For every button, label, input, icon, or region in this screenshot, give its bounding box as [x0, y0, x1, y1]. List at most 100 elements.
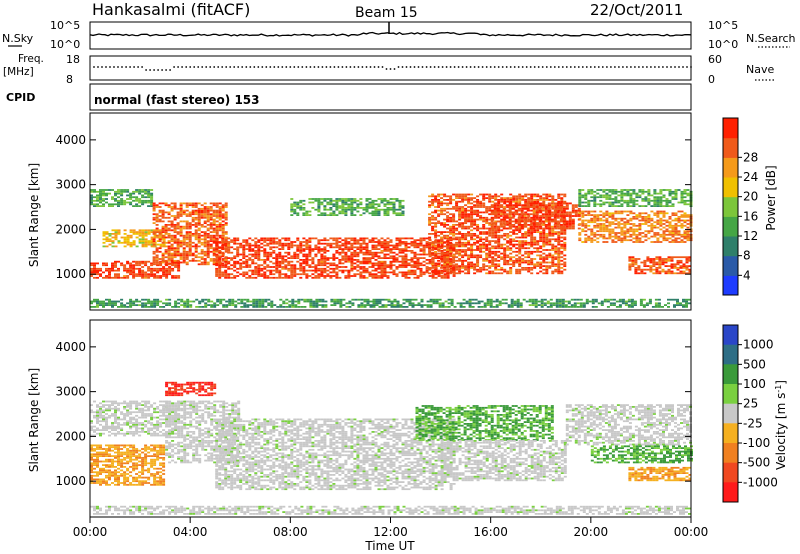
- heatmap-cell: [565, 227, 569, 230]
- heatmap-cell: [545, 243, 549, 246]
- heatmap-cell: [602, 226, 606, 229]
- freq-dot: [433, 66, 436, 68]
- heatmap-cell: [365, 276, 369, 279]
- heatmap-cell: [164, 259, 168, 262]
- heatmap-cell: [440, 269, 444, 272]
- heatmap-cell: [141, 273, 145, 276]
- heatmap-cell: [278, 257, 282, 259]
- heatmap-cell: [488, 195, 492, 198]
- heatmap-cell: [449, 272, 453, 275]
- heatmap-cell: [584, 233, 588, 236]
- heatmap-cell: [491, 233, 495, 235]
- heatmap-cell: [347, 257, 351, 259]
- heatmap-cell: [266, 242, 270, 245]
- heatmap-cell: [554, 247, 558, 250]
- heatmap-cell: [626, 214, 630, 216]
- heatmap-cell: [620, 210, 624, 213]
- heatmap-cell: [159, 245, 163, 248]
- heatmap-cell: [512, 240, 516, 242]
- heatmap-cell: [182, 209, 186, 212]
- heatmap-cell: [464, 207, 468, 210]
- heatmap-cell: [620, 230, 624, 233]
- heatmap-cell: [536, 261, 540, 264]
- heatmap-cell: [581, 205, 585, 207]
- heatmap-cell: [551, 247, 555, 250]
- heatmap-cell: [464, 220, 468, 223]
- heatmap-cell: [392, 257, 396, 259]
- heatmap-cell: [614, 212, 618, 215]
- heatmap-cell: [515, 254, 519, 257]
- heatmap-cell: [671, 228, 675, 231]
- heatmap-cell: [164, 263, 168, 266]
- heatmap-cell: [182, 254, 186, 257]
- heatmap-cell: [599, 203, 603, 206]
- heatmap-cell: [347, 199, 351, 202]
- heatmap-cell: [323, 199, 327, 202]
- heatmap-cell: [230, 276, 234, 279]
- heatmap-cell: [422, 244, 426, 247]
- heatmap-cell: [305, 253, 309, 256]
- heatmap-cell: [144, 196, 148, 199]
- heatmap-cell: [551, 270, 555, 273]
- heatmap-cell: [428, 259, 432, 261]
- heatmap-cell: [386, 253, 390, 256]
- heatmap-cell: [329, 267, 333, 270]
- heatmap-cell: [494, 250, 498, 253]
- heatmap-cell: [99, 189, 102, 191]
- heatmap-cell: [482, 268, 486, 271]
- heatmap-cell: [230, 246, 234, 249]
- heatmap-cell: [521, 204, 525, 207]
- heatmap-cell: [144, 231, 148, 233]
- heatmap-cell: [347, 246, 351, 249]
- heatmap-cell: [506, 270, 510, 273]
- freq-dot: [345, 66, 348, 68]
- heatmap-cell: [329, 203, 333, 206]
- heatmap-cell: [182, 250, 186, 253]
- freq-dot: [93, 66, 95, 68]
- heatmap-cell: [638, 190, 642, 193]
- heatmap-cell: [347, 269, 351, 272]
- heatmap-cell: [533, 236, 537, 239]
- heatmap-cell: [416, 276, 420, 279]
- heatmap-cell: [662, 230, 666, 233]
- heatmap-cell: [485, 209, 489, 212]
- heatmap-cell: [551, 261, 555, 264]
- heatmap-cell: [476, 229, 480, 232]
- heatmap-cell: [308, 264, 312, 267]
- heatmap-cell: [254, 273, 258, 276]
- heatmap-cell: [455, 202, 459, 205]
- heatmap-cell: [371, 201, 375, 204]
- heatmap-cell: [548, 193, 552, 196]
- heatmap-cell: [521, 240, 525, 242]
- heatmap-cell: [461, 193, 465, 196]
- heatmap-cell: [596, 192, 600, 195]
- heatmap-cell: [326, 239, 330, 242]
- heatmap-cell: [141, 194, 145, 197]
- heatmap-cell: [158, 202, 162, 205]
- freq-dot: [409, 66, 412, 68]
- heatmap-cell: [467, 220, 471, 223]
- heatmap-cell: [162, 245, 166, 248]
- heatmap-cell: [641, 189, 645, 191]
- heatmap-cell: [520, 209, 524, 212]
- heatmap-cell: [530, 263, 534, 266]
- heatmap-cell: [392, 201, 396, 204]
- heatmap-cell: [150, 275, 154, 277]
- heatmap-cell: [509, 263, 513, 266]
- heatmap-cell: [470, 233, 474, 235]
- heatmap-cell: [147, 260, 151, 263]
- heatmap-cell: [443, 276, 447, 279]
- heatmap-cell: [168, 267, 172, 270]
- heatmap-cell: [129, 231, 133, 233]
- heatmap-cell: [479, 236, 483, 239]
- heatmap-cell: [272, 276, 276, 279]
- heatmap-cell: [93, 269, 96, 272]
- heatmap-cell: [99, 201, 102, 204]
- heatmap-cell: [287, 248, 291, 250]
- heatmap-cell: [647, 201, 651, 204]
- heatmap-cell: [584, 239, 588, 242]
- heatmap-cell: [341, 262, 345, 265]
- freq-dot: [646, 66, 648, 68]
- station-title: Hankasalmi (fitACF): [92, 0, 250, 19]
- heatmap-cell: [674, 241, 678, 243]
